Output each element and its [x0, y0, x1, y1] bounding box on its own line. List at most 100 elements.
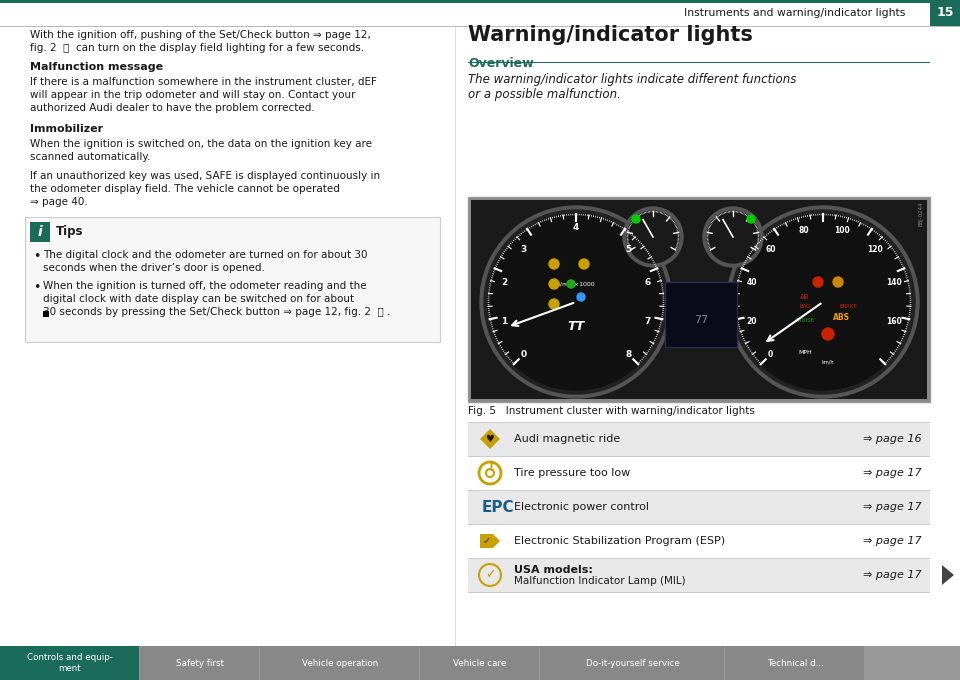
- Bar: [468, 62, 930, 63]
- Text: The digital clock and the odometer are turned on for about 30: The digital clock and the odometer are t…: [43, 250, 368, 260]
- Text: Tips: Tips: [56, 226, 84, 239]
- Text: Warning/indicator lights: Warning/indicator lights: [468, 25, 753, 45]
- Text: 80: 80: [799, 226, 809, 235]
- Text: scanned automatically.: scanned automatically.: [30, 152, 151, 162]
- Bar: [0, 0, 960, 3]
- Text: Audi magnetic ride: Audi magnetic ride: [514, 434, 620, 444]
- Text: MPH: MPH: [798, 350, 812, 354]
- Text: 0: 0: [520, 350, 527, 359]
- Circle shape: [623, 207, 683, 267]
- Bar: [468, 490, 930, 524]
- Bar: [455, 26, 456, 646]
- Text: authorized Audi dealer to have the problem corrected.: authorized Audi dealer to have the probl…: [30, 103, 315, 113]
- Text: AB: AB: [801, 294, 809, 300]
- Text: 3: 3: [520, 245, 527, 254]
- Polygon shape: [942, 565, 954, 585]
- Circle shape: [747, 215, 755, 223]
- Bar: [468, 524, 930, 558]
- Circle shape: [731, 210, 915, 394]
- Text: 7: 7: [644, 317, 651, 326]
- Bar: [0, 646, 960, 680]
- Circle shape: [567, 280, 575, 288]
- Bar: [0, 0, 960, 26]
- Text: With the ignition off, pushing of the Set/Check button ⇒ page 12,: With the ignition off, pushing of the Se…: [30, 30, 371, 40]
- Bar: [420, 646, 539, 680]
- Bar: [0, 646, 139, 680]
- Bar: [0, 26, 960, 27]
- Bar: [468, 422, 930, 456]
- Text: km/h: km/h: [822, 360, 834, 364]
- Circle shape: [549, 299, 559, 309]
- Text: 2: 2: [501, 278, 508, 288]
- Text: The warning/indicator lights indicate different functions: The warning/indicator lights indicate di…: [468, 73, 797, 86]
- Text: Electronic power control: Electronic power control: [514, 502, 649, 512]
- Text: 120: 120: [868, 245, 883, 254]
- Text: CRUISE: CRUISE: [795, 318, 815, 322]
- Circle shape: [549, 259, 559, 269]
- Text: ⇒ page 17: ⇒ page 17: [863, 502, 922, 512]
- Bar: [468, 558, 930, 592]
- Circle shape: [579, 259, 589, 269]
- Circle shape: [833, 277, 843, 287]
- Text: i: i: [37, 225, 42, 239]
- Text: If there is a malfunction somewhere in the instrument cluster, dEF: If there is a malfunction somewhere in t…: [30, 77, 377, 87]
- Text: B8J-0244: B8J-0244: [919, 202, 924, 226]
- Bar: [468, 456, 930, 490]
- Text: ♥: ♥: [486, 434, 494, 444]
- Text: 140: 140: [887, 278, 902, 288]
- Text: 160: 160: [887, 317, 902, 326]
- Text: Safety first: Safety first: [176, 658, 224, 668]
- Text: seconds when the driver’s door is opened.: seconds when the driver’s door is opened…: [43, 263, 265, 273]
- Polygon shape: [480, 534, 500, 548]
- Text: TT: TT: [567, 320, 585, 333]
- Text: will appear in the trip odometer and will stay on. Contact your: will appear in the trip odometer and wil…: [30, 90, 355, 100]
- Polygon shape: [480, 429, 500, 449]
- Text: Vehicle operation: Vehicle operation: [301, 658, 378, 668]
- Text: 1/min×1000: 1/min×1000: [557, 282, 595, 286]
- Text: 5: 5: [625, 245, 632, 254]
- Text: Electronic Stabilization Program (ESP): Electronic Stabilization Program (ESP): [514, 536, 725, 546]
- Text: BRAKE: BRAKE: [839, 305, 857, 309]
- Circle shape: [707, 211, 759, 263]
- Text: Instruments and warning/indicator lights: Instruments and warning/indicator lights: [684, 8, 905, 18]
- Bar: [30, 222, 50, 242]
- Bar: [725, 646, 864, 680]
- Circle shape: [549, 279, 559, 289]
- Text: 30 seconds by pressing the Set/Check button ⇒ page 12, fig. 2  ⓖ .: 30 seconds by pressing the Set/Check but…: [43, 307, 391, 317]
- Text: the odometer display field. The vehicle cannot be operated: the odometer display field. The vehicle …: [30, 184, 340, 194]
- Text: When the ignition is turned off, the odometer reading and the: When the ignition is turned off, the odo…: [43, 281, 367, 291]
- Text: ⇒ page 17: ⇒ page 17: [863, 536, 922, 546]
- Text: 8: 8: [625, 350, 632, 359]
- Text: When the ignition is switched on, the data on the ignition key are: When the ignition is switched on, the da…: [30, 139, 372, 149]
- Text: 77: 77: [694, 315, 708, 325]
- Bar: [260, 646, 419, 680]
- Circle shape: [735, 214, 911, 390]
- Text: Overview: Overview: [468, 57, 534, 70]
- Circle shape: [577, 293, 585, 301]
- Text: ⇒ page 16: ⇒ page 16: [863, 434, 922, 444]
- Text: Technical d...: Technical d...: [767, 658, 824, 668]
- Text: fig. 2  ⓖ  can turn on the display field lighting for a few seconds.: fig. 2 ⓖ can turn on the display field l…: [30, 43, 364, 53]
- Text: digital clock with date display can be switched on for about: digital clock with date display can be s…: [43, 294, 354, 304]
- Circle shape: [813, 277, 823, 287]
- Text: 1: 1: [501, 317, 508, 326]
- Text: 40: 40: [746, 278, 756, 288]
- Text: •: •: [33, 250, 40, 263]
- Text: 0: 0: [768, 350, 774, 359]
- Circle shape: [480, 206, 672, 398]
- Text: !: !: [489, 463, 493, 473]
- Bar: [25, 217, 440, 342]
- Bar: [468, 197, 930, 402]
- Text: BAG: BAG: [800, 305, 811, 309]
- Text: Fig. 5   Instrument cluster with warning/indicator lights: Fig. 5 Instrument cluster with warning/i…: [468, 406, 755, 416]
- Text: EPC: EPC: [482, 500, 515, 515]
- Text: 60: 60: [765, 245, 776, 254]
- Text: Do-it-yourself service: Do-it-yourself service: [586, 658, 680, 668]
- Bar: [665, 282, 737, 347]
- Text: 4: 4: [573, 224, 579, 233]
- Text: Tire pressure too low: Tire pressure too low: [514, 468, 631, 478]
- Text: or a possible malfunction.: or a possible malfunction.: [468, 88, 621, 101]
- Bar: [140, 646, 259, 680]
- Bar: [540, 646, 724, 680]
- Text: ABS: ABS: [832, 313, 850, 322]
